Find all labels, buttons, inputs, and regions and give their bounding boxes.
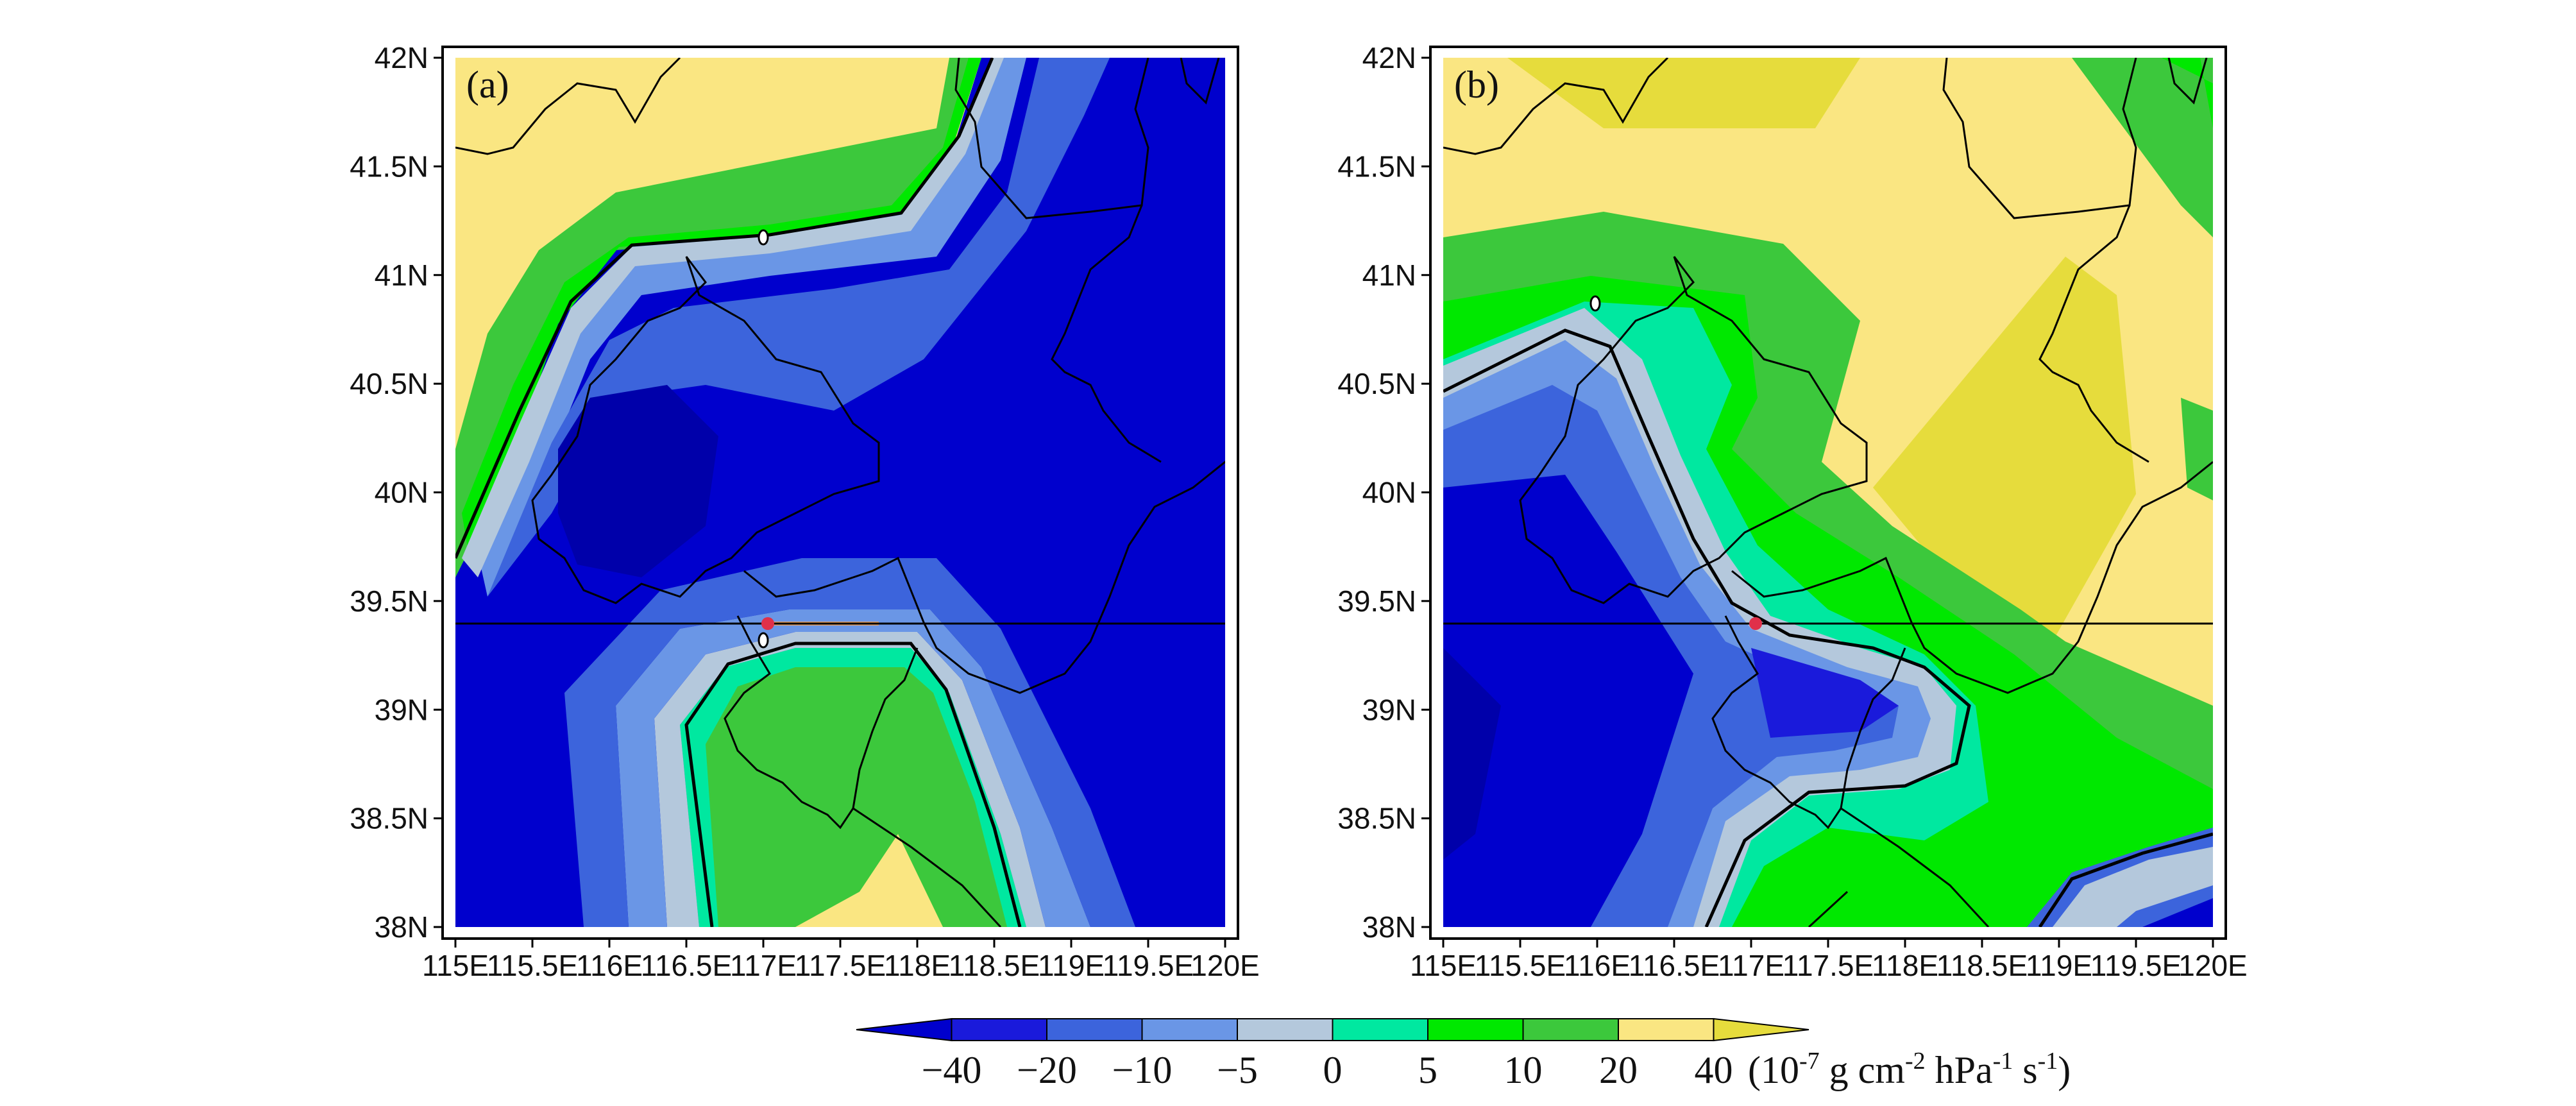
lon-tick-label: 115.5E xyxy=(1475,949,1566,982)
panel-a-lat-axis: 42N 41.5N 41N 40.5N 40N 39.5N 39N 38.5N 38N xyxy=(350,41,443,944)
colorbar-swatch xyxy=(1522,1018,1619,1041)
lat-tick-label: 40N xyxy=(1362,476,1416,509)
colorbar-swatch xyxy=(1141,1018,1238,1041)
panel-b-lat-axis: 42N 41.5N 41N 40.5N 40N 39.5N 39N 38.5N 38N xyxy=(1337,41,1430,944)
panel-a-field xyxy=(455,58,1225,927)
colorbar-units: (10-7 g cm-2 hPa-1 s-1) xyxy=(1748,1048,2071,1091)
lat-tick-label: 42N xyxy=(1362,41,1416,74)
colorbar-swatch xyxy=(951,1018,1047,1041)
lat-tick-label: 42N xyxy=(375,41,428,74)
colorbar-swatch xyxy=(1046,1018,1143,1041)
lon-tick-label: 117.5E xyxy=(1783,949,1874,982)
panel-b-lon-axis: 115E115.5E116E116.5E117E117.5E118E118.5E… xyxy=(1410,939,2248,982)
panel-a-lon-axis: 115E115.5E116E116.5E117E117.5E118E118.5E… xyxy=(422,939,1260,982)
colorbar-swatch xyxy=(1618,1018,1715,1041)
lon-tick-label: 115E xyxy=(422,949,489,982)
colorbar-swatch xyxy=(856,1017,953,1042)
panel-a-red-marker xyxy=(761,617,774,630)
panel-a-boundaries xyxy=(455,58,1225,927)
lon-tick-label: 119.5E xyxy=(2090,949,2182,982)
lon-tick-label: 117.5E xyxy=(795,949,886,982)
colorbar-swatch xyxy=(1713,1017,1809,1042)
panel-a-contour-zero-bottom xyxy=(758,632,769,649)
lat-tick-label: 38N xyxy=(1362,910,1416,944)
lon-tick-label: 120E xyxy=(1191,949,1259,982)
colorbar-labels: −40 −20 −10 −5 0 5 10 20 40 xyxy=(922,1049,1733,1091)
lat-tick-label: 41N xyxy=(1362,259,1416,292)
panel-b-red-marker xyxy=(1749,617,1762,630)
lon-tick-label: 119E xyxy=(2026,949,2092,982)
colorbar-level-label: 10 xyxy=(1504,1049,1543,1091)
lon-tick-label: 119.5E xyxy=(1103,949,1194,982)
lat-tick-label: 41.5N xyxy=(1337,149,1416,183)
lat-tick-label: 39.5N xyxy=(1337,584,1416,618)
lon-tick-label: 116.5E xyxy=(1629,949,1720,982)
colorbar-swatch xyxy=(1332,1018,1428,1041)
panel-b-label: (b) xyxy=(1454,64,1499,106)
colorbar-level-label: 5 xyxy=(1418,1049,1437,1091)
lat-tick-label: 40.5N xyxy=(350,367,428,400)
colorbar-swatch xyxy=(1427,1018,1524,1041)
lon-tick-label: 119E xyxy=(1038,949,1105,982)
panel-b-field xyxy=(1443,58,2213,927)
lat-tick-label: 41.5N xyxy=(350,149,428,183)
lat-tick-label: 39N xyxy=(375,693,428,726)
lat-tick-label: 38.5N xyxy=(1337,802,1416,835)
lat-tick-label: 39N xyxy=(1362,693,1416,726)
lat-tick-label: 40.5N xyxy=(1337,367,1416,400)
lat-tick-label: 38N xyxy=(375,910,428,944)
lon-tick-label: 115E xyxy=(1410,949,1477,982)
lon-tick-label: 117E xyxy=(1718,949,1784,982)
lat-tick-label: 41N xyxy=(375,259,428,292)
panel-a: (a) 42N41.5N41N40.5N40N39.5N39N38.5N38N … xyxy=(350,41,1260,982)
colorbar-level-label: −20 xyxy=(1017,1049,1077,1091)
lon-tick-label: 118E xyxy=(884,949,951,982)
panel-b-boundaries xyxy=(1443,58,2213,927)
colorbar-level-label: −10 xyxy=(1112,1049,1173,1091)
panel-a-contour-zero-top xyxy=(758,229,769,246)
lon-tick-label: 116E xyxy=(576,949,643,982)
panel-b: (b) 42N41.5N41N40.5N40N39.5N39N38.5N38N … xyxy=(1337,41,2248,982)
lon-tick-label: 115.5E xyxy=(487,949,578,982)
colorbar-level-label: 0 xyxy=(1323,1049,1343,1091)
lon-tick-label: 118.5E xyxy=(1936,949,2028,982)
lon-tick-label: 116E xyxy=(1564,949,1631,982)
lon-tick-label: 118.5E xyxy=(949,949,1040,982)
colorbar-level-label: 40 xyxy=(1695,1049,1733,1091)
lat-tick-label: 39.5N xyxy=(350,584,428,618)
colorbar-level-label: 20 xyxy=(1599,1049,1638,1091)
lon-tick-label: 117E xyxy=(730,949,797,982)
colorbar-level-label: −5 xyxy=(1217,1049,1258,1091)
colorbar xyxy=(856,1017,1809,1042)
lat-tick-label: 40N xyxy=(375,476,428,509)
lon-tick-label: 118E xyxy=(1872,949,1938,982)
lon-tick-label: 120E xyxy=(2178,949,2247,982)
lat-tick-label: 38.5N xyxy=(350,802,428,835)
panel-a-label: (a) xyxy=(466,64,509,106)
colorbar-level-label: −40 xyxy=(922,1049,982,1091)
colorbar-swatch xyxy=(1237,1018,1334,1041)
lon-tick-label: 116.5E xyxy=(641,949,732,982)
panel-b-contour-zero xyxy=(1589,295,1601,312)
